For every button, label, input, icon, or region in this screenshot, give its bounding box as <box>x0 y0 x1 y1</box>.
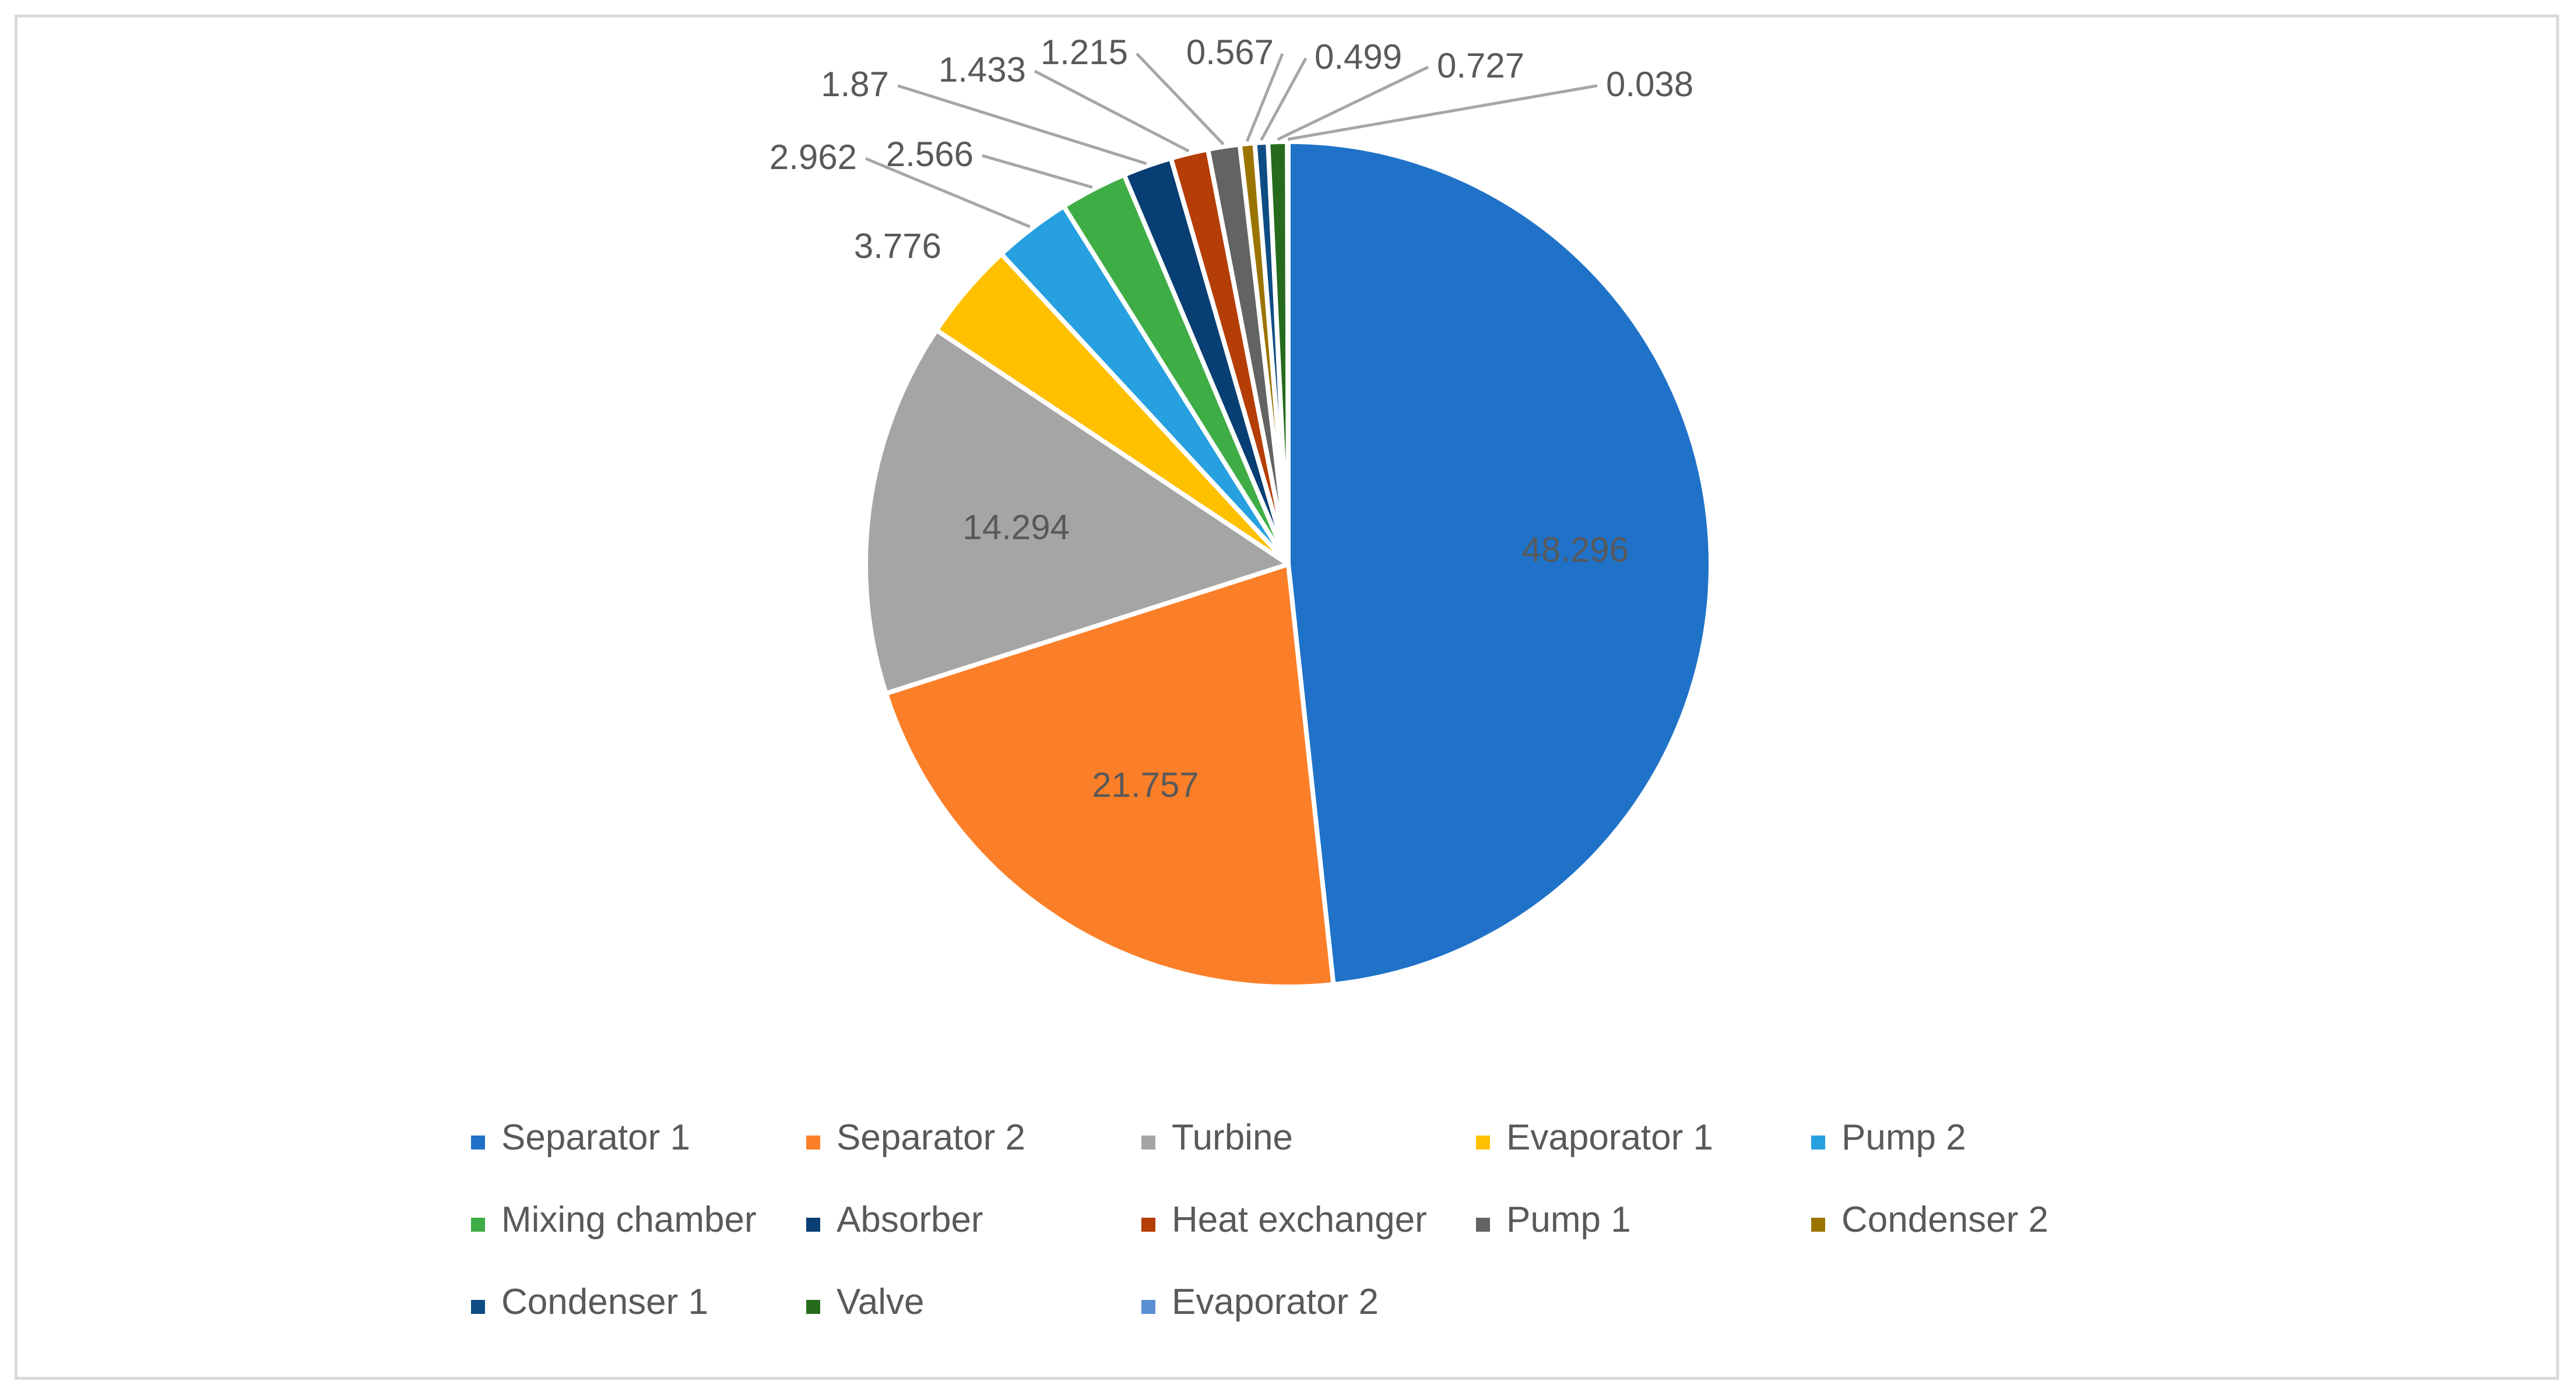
data-label-separator-1: 48.296 <box>1522 530 1629 570</box>
legend-swatch-mixing-chamber <box>471 1218 485 1232</box>
legend-item-absorber: Absorber <box>806 1200 983 1240</box>
legend-item-valve: Valve <box>806 1282 925 1322</box>
leader-lines <box>865 52 1598 229</box>
legend-label-heat-exchanger: Heat exchanger <box>1172 1200 1427 1240</box>
legend-swatch-pump-2 <box>1811 1136 1825 1150</box>
legend-swatch-evaporator-2 <box>1141 1300 1155 1314</box>
legend-swatch-pump-1 <box>1476 1218 1490 1232</box>
pie-slices <box>863 139 1713 989</box>
legend-item-mixing-chamber: Mixing chamber <box>471 1200 757 1240</box>
legend-item-separator-1: Separator 1 <box>471 1117 690 1158</box>
slice-separator-1 <box>1286 139 1713 987</box>
data-label-heat-exchanger: 1.433 <box>939 50 1026 89</box>
legend-swatch-turbine <box>1141 1136 1155 1150</box>
legend-item-separator-2: Separator 2 <box>806 1117 1025 1158</box>
legend-swatch-separator-2 <box>806 1136 820 1150</box>
legend-label-condenser-2: Condenser 2 <box>1841 1200 2048 1240</box>
data-label-condenser-2: 0.567 <box>1186 33 1274 72</box>
data-label-mixing-chamber: 2.566 <box>886 135 974 174</box>
legend-label-pump-1: Pump 1 <box>1506 1200 1631 1240</box>
legend-swatch-condenser-2 <box>1811 1218 1825 1232</box>
data-label-condenser-1: 0.499 <box>1315 37 1402 76</box>
legend-item-pump-2: Pump 2 <box>1811 1117 1966 1158</box>
leader-line-pump-2 <box>865 157 1031 229</box>
leader-line-pump-1 <box>1136 52 1225 146</box>
legend-label-mixing-chamber: Mixing chamber <box>501 1200 757 1240</box>
legend-label-condenser-1: Condenser 1 <box>501 1282 708 1322</box>
legend-swatch-evaporator-1 <box>1476 1136 1490 1150</box>
data-label-separator-2: 21.757 <box>1092 765 1199 804</box>
legend-label-pump-2: Pump 2 <box>1841 1117 1966 1158</box>
legend-swatch-valve <box>806 1300 820 1314</box>
legend-item-pump-1: Pump 1 <box>1476 1200 1631 1240</box>
data-label-evaporator-1: 3.776 <box>854 226 941 265</box>
legend-item-condenser-1: Condenser 1 <box>471 1282 708 1322</box>
leader-line-valve <box>1277 65 1429 141</box>
legend-label-separator-1: Separator 1 <box>501 1117 690 1158</box>
slice-separator-2 <box>883 562 1336 989</box>
legend-item-evaporator-2: Evaporator 2 <box>1141 1282 1379 1322</box>
legend: Separator 1 Separator 2 Turbine Evaporator … <box>471 1117 2048 1322</box>
data-label-turbine: 14.294 <box>962 508 1070 547</box>
leader-line-evaporator-2 <box>1287 84 1598 141</box>
data-labels: 48.296 21.757 14.294 3.776 2.962 2.566 1.87 1.4… <box>769 33 1693 804</box>
legend-swatch-absorber <box>806 1218 820 1232</box>
legend-label-separator-2: Separator 2 <box>837 1117 1025 1158</box>
leader-line-absorber <box>897 84 1147 166</box>
data-label-pump-1: 1.215 <box>1041 33 1128 72</box>
legend-item-turbine: Turbine <box>1141 1117 1293 1158</box>
legend-swatch-condenser-1 <box>471 1300 485 1314</box>
data-label-evaporator-2: 0.038 <box>1606 65 1693 104</box>
legend-swatch-separator-1 <box>471 1136 485 1150</box>
legend-swatch-heat-exchanger <box>1141 1218 1155 1232</box>
leader-line-heat-exchanger <box>1034 69 1190 153</box>
legend-label-turbine: Turbine <box>1172 1117 1293 1158</box>
data-label-valve: 0.727 <box>1437 46 1524 85</box>
leader-line-condenser-1 <box>1260 57 1308 141</box>
slice-evaporator-2 <box>1285 139 1291 567</box>
legend-label-absorber: Absorber <box>837 1200 983 1240</box>
legend-label-evaporator-1: Evaporator 1 <box>1506 1117 1713 1158</box>
slice-turbine <box>863 328 1291 696</box>
data-label-absorber: 1.87 <box>821 65 889 104</box>
leader-line-condenser-2 <box>1245 53 1284 142</box>
legend-item-evaporator-1: Evaporator 1 <box>1476 1117 1713 1158</box>
leader-line-mixing-chamber <box>982 154 1093 189</box>
legend-label-evaporator-2: Evaporator 2 <box>1172 1282 1379 1322</box>
legend-label-valve: Valve <box>837 1282 925 1322</box>
data-label-pump-2: 2.962 <box>769 138 857 177</box>
legend-item-condenser-2: Condenser 2 <box>1811 1200 2048 1240</box>
legend-item-heat-exchanger: Heat exchanger <box>1141 1200 1427 1240</box>
